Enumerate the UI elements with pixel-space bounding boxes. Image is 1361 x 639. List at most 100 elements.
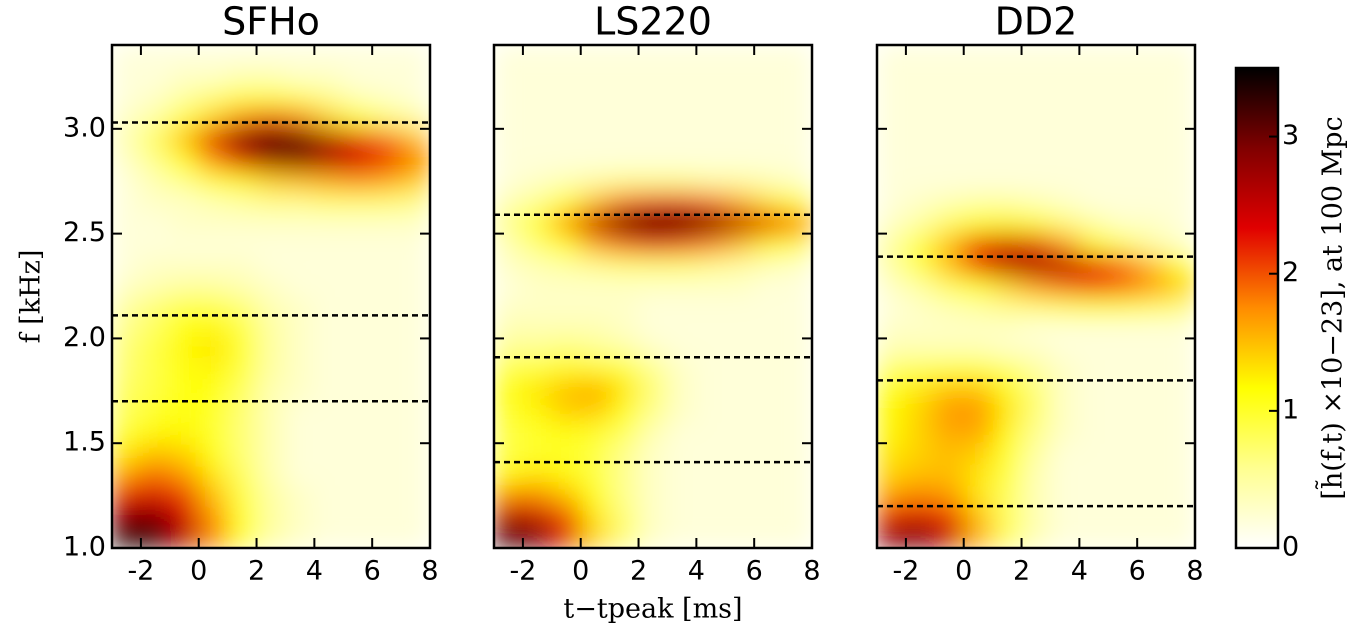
x-tick-label: 8 [803, 556, 820, 587]
heat-cell [551, 275, 582, 297]
heat-cell [494, 296, 524, 318]
heat-cell [1078, 149, 1109, 172]
heat-cell [638, 86, 668, 109]
heat-cell [1049, 254, 1080, 277]
heat-cell [580, 45, 611, 67]
heat-cell [753, 170, 784, 193]
heat-cell [877, 254, 907, 277]
heat-cell [112, 107, 142, 130]
heat-cell [609, 45, 640, 67]
heat-cell [666, 149, 697, 172]
heat-cell [342, 128, 373, 151]
heat-cell [963, 316, 994, 339]
heat-cell [169, 212, 200, 235]
heat-cell [371, 65, 402, 88]
heat-cell [522, 86, 553, 109]
heat-cell [992, 107, 1023, 130]
heat-cell [1049, 86, 1080, 109]
heat-cell [877, 128, 907, 151]
y-tick-label: 1.5 [63, 427, 106, 458]
heat-cell [1107, 149, 1138, 172]
colorbar-tick-label: 3 [1282, 120, 1299, 151]
heat-cell [695, 358, 726, 381]
heat-cell [256, 484, 286, 507]
heat-cell [1136, 128, 1167, 151]
heat-cell [580, 170, 611, 193]
heat-cell [169, 484, 200, 507]
heat-cell [753, 421, 784, 444]
heat-cell [371, 337, 402, 360]
heat-cell [1078, 128, 1109, 151]
heat-cell [1136, 107, 1167, 130]
heat-cell [551, 463, 582, 486]
heat-cell [494, 233, 524, 256]
heat-cell [313, 484, 344, 507]
heat-cell [753, 505, 784, 528]
heat-cell [1021, 442, 1051, 465]
heat-cell [666, 379, 697, 402]
heat-cell [1136, 296, 1167, 318]
heat-cell [494, 337, 524, 360]
heat-cell [112, 65, 142, 88]
heat-cell [371, 275, 402, 297]
heat-cell [342, 170, 373, 193]
heat-cell [342, 421, 373, 444]
heat-cell [724, 400, 755, 423]
x-tick-label: -2 [892, 556, 919, 587]
heat-cell [638, 337, 668, 360]
heat-cell [724, 526, 755, 548]
heat-cell [934, 337, 965, 360]
heat-cell [724, 421, 755, 444]
heat-cell [724, 379, 755, 402]
heat-cell [992, 337, 1023, 360]
heat-cell [753, 149, 784, 172]
heat-cell [522, 65, 553, 88]
heat-cell [256, 45, 286, 67]
heat-cell [371, 463, 402, 486]
axes-frame [875, 43, 1197, 550]
heat-cell [522, 316, 553, 339]
heat-cell [227, 442, 258, 465]
heat-cell [724, 233, 755, 256]
heat-cell [371, 128, 402, 151]
heat-cell [580, 191, 611, 214]
heat-cell [638, 463, 668, 486]
heat-cell [666, 400, 697, 423]
heat-cell [877, 212, 907, 235]
heat-cell [284, 379, 315, 402]
heat-cell [284, 254, 315, 277]
heat-cell [1021, 358, 1051, 381]
heat-cell [782, 379, 812, 402]
heat-cell [522, 107, 553, 130]
heat-cell [695, 212, 726, 235]
heat-cell [724, 505, 755, 528]
heat-cell [494, 358, 524, 381]
heat-cell [198, 86, 229, 109]
heat-cell [313, 400, 344, 423]
x-tick-label: 4 [306, 556, 323, 587]
x-tick-label: 6 [364, 556, 381, 587]
heat-cell [198, 149, 229, 172]
heat-cell [1136, 442, 1167, 465]
heat-cell [140, 358, 171, 381]
heat-cell [551, 421, 582, 444]
panel-title: SFHo [222, 0, 320, 44]
heat-cell [313, 107, 344, 130]
heat-cell [1021, 505, 1051, 528]
heat-cell [371, 526, 402, 548]
heat-cell [169, 275, 200, 297]
heat-cell [522, 296, 553, 318]
heat-cell [753, 526, 784, 548]
heat-cell [198, 379, 229, 402]
heat-cell [313, 212, 344, 235]
x-tick-label: 0 [955, 556, 972, 587]
heat-cell [522, 358, 553, 381]
heat-cell [695, 379, 726, 402]
heat-cell [198, 296, 229, 318]
heat-cell [934, 212, 965, 235]
heat-cell [1049, 400, 1080, 423]
heat-cell [1107, 107, 1138, 130]
heat-cell [1136, 526, 1167, 548]
heat-cell [695, 296, 726, 318]
heat-cell [256, 65, 286, 88]
